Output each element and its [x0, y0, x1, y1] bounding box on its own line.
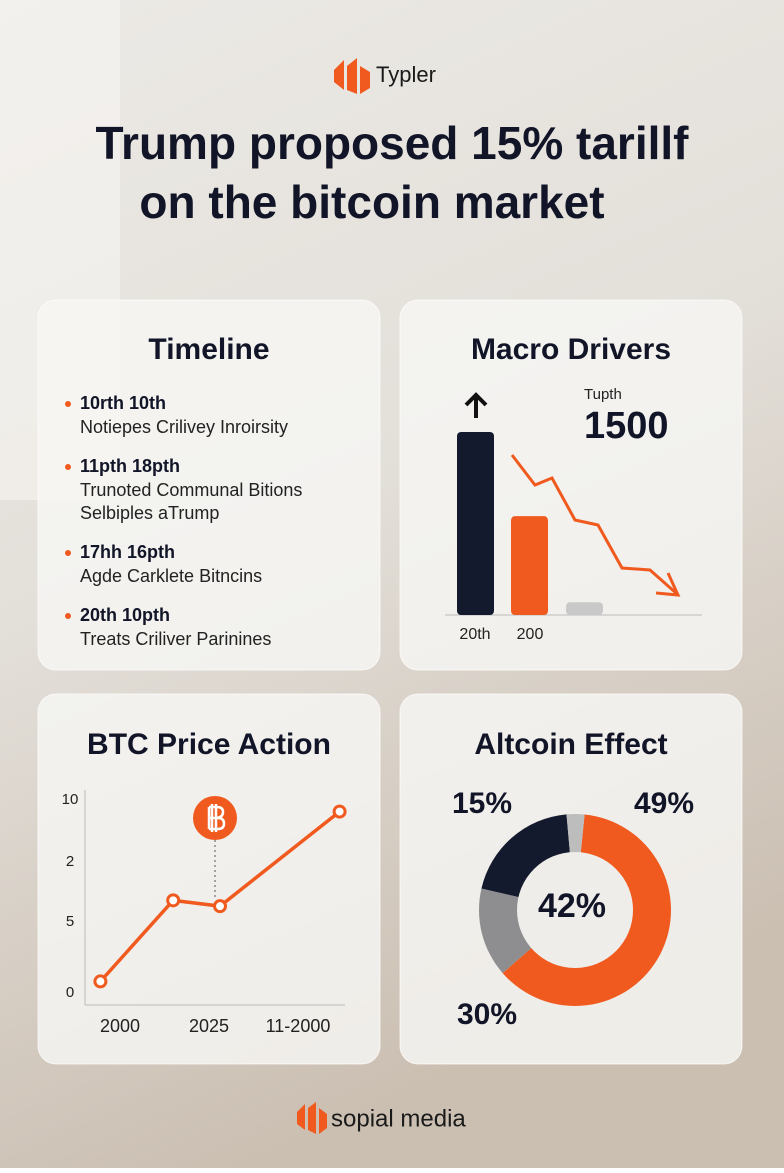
donut-hole	[517, 852, 633, 968]
price-point	[166, 893, 181, 908]
date: 11pth 18pth	[80, 456, 180, 476]
date: 17hh 16pth	[80, 542, 175, 562]
macro-figure: 1500	[584, 405, 669, 447]
pct-label: 15%	[452, 787, 512, 820]
item-text: Notiepes Crilivey Inroirsity	[80, 417, 288, 437]
headline: on the bitcoin market	[139, 176, 604, 228]
x-tick-label: 2025	[189, 1016, 229, 1036]
bullet	[65, 401, 71, 407]
card-title: Altcoin Effect	[474, 728, 667, 761]
item-text: Trunoted Communal Bitions	[80, 480, 302, 500]
item-text: Treats Criliver Parinines	[80, 629, 271, 649]
x-label: 200	[517, 626, 544, 643]
price-point	[213, 899, 227, 914]
y-tick-label: 0	[66, 984, 74, 1001]
bars	[457, 432, 603, 615]
x-label: 20th	[459, 626, 490, 643]
card	[37, 299, 381, 671]
trend-arrow	[655, 572, 681, 597]
date: 10rth 10th	[80, 393, 166, 413]
x-tick-label: 2000	[100, 1016, 140, 1036]
card	[37, 693, 381, 1065]
pct-label: 30%	[457, 998, 517, 1031]
bullet	[65, 613, 71, 619]
btc-chart: 10 2 5 0 2000 2025 11-2000	[62, 791, 347, 1036]
card-title: BTC Price Action	[87, 728, 331, 761]
price-point	[93, 974, 108, 989]
logo-icon	[334, 58, 370, 94]
brand: Typler	[376, 62, 436, 87]
price-point	[332, 804, 347, 819]
y-tick-label: 2	[66, 853, 74, 870]
bullet	[65, 550, 71, 556]
y-tick-label: 10	[62, 791, 79, 808]
price-line	[99, 810, 341, 983]
date: 20th 10pth	[80, 605, 170, 625]
x-tick-label: 11-2000	[266, 1016, 331, 1036]
trend-line	[510, 454, 677, 595]
item-text: Selbiples aTrump	[80, 503, 219, 523]
bitcoin-icon	[193, 796, 237, 840]
up-arrow	[464, 392, 488, 418]
pct-label: 42%	[538, 887, 606, 925]
card-title: Timeline	[148, 333, 269, 366]
bar	[566, 602, 603, 615]
footer: sopial media	[331, 1105, 466, 1132]
bar	[511, 516, 548, 615]
card-title: Macro Drivers	[471, 333, 671, 366]
item-text: Agde Carklete Bitncins	[80, 566, 262, 586]
y-tick-label: 5	[66, 913, 74, 930]
bullet	[65, 464, 71, 470]
footer-icon	[297, 1102, 327, 1134]
pct-label: 49%	[634, 787, 694, 820]
headline: Trump proposed 15% tarillf	[96, 117, 690, 169]
macro-label: Tupth	[584, 386, 622, 403]
bar	[457, 432, 494, 615]
timeline: 10rth 10th Notiepes Crilivey Inroirsity 11…	[65, 393, 302, 649]
